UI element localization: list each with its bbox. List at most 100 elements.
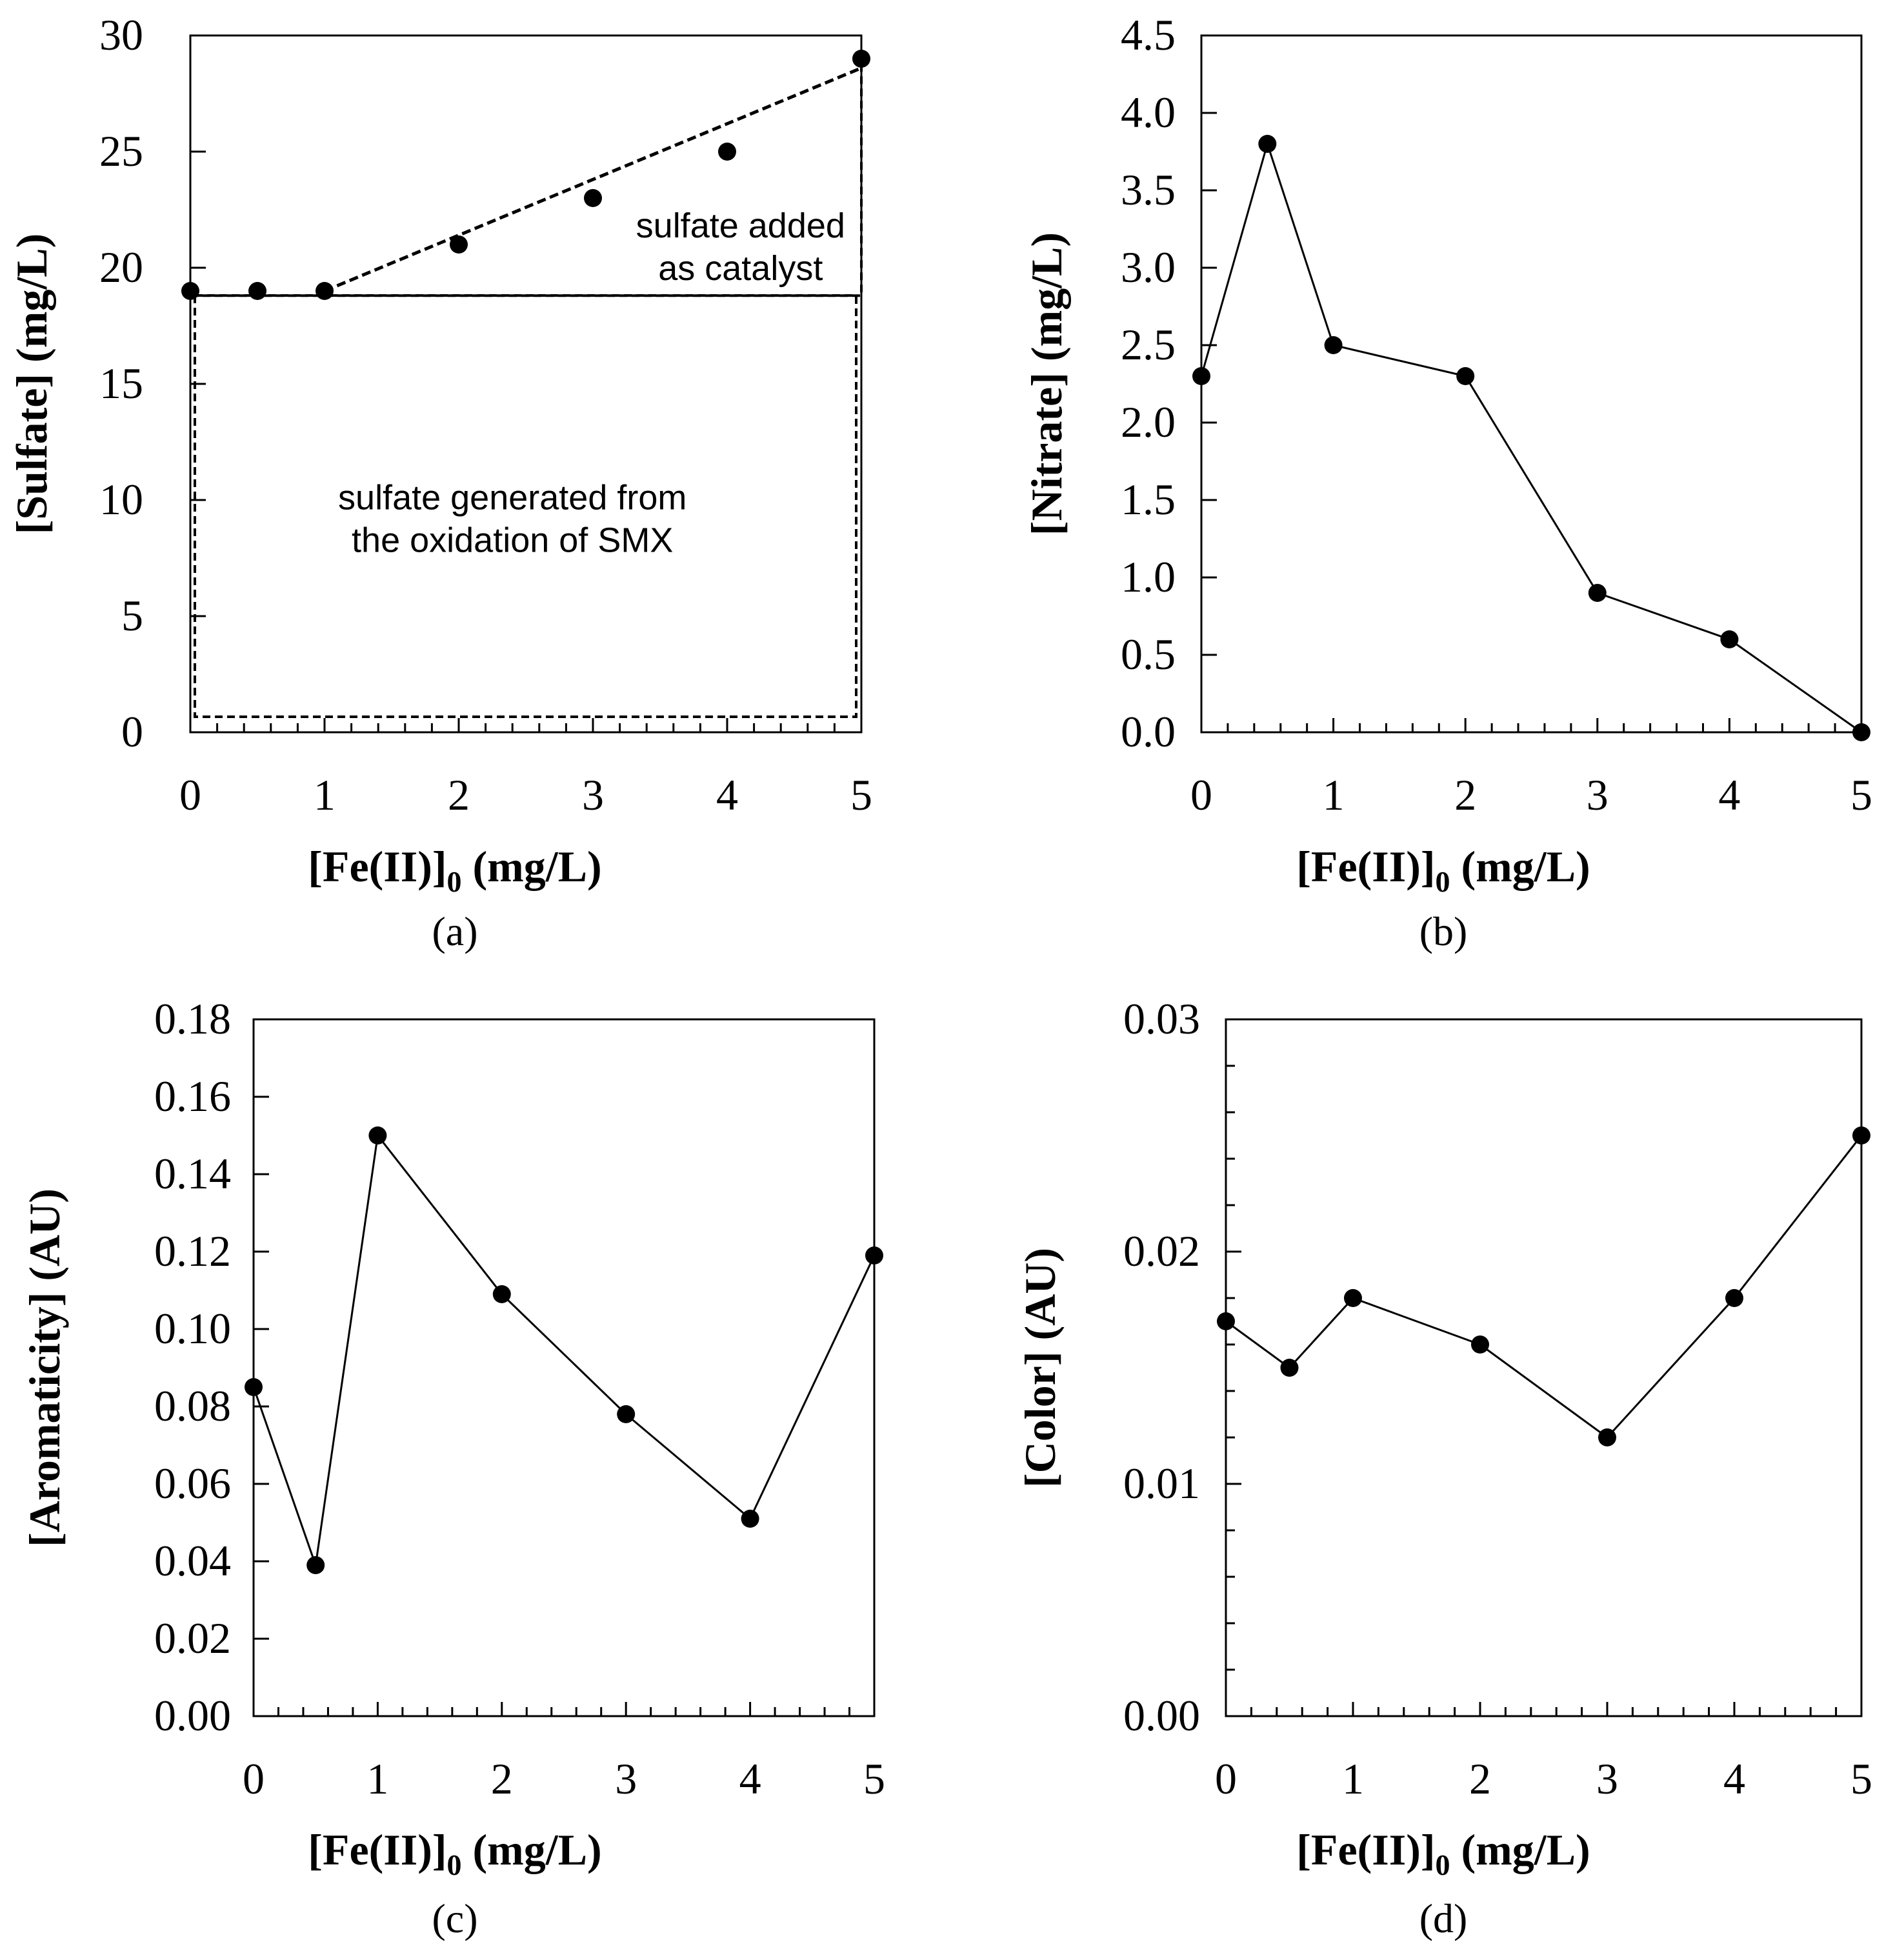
- x-tick-label: 1: [1323, 770, 1345, 819]
- x-tick-label: 5: [1850, 770, 1872, 819]
- annotation-line: as catalyst: [658, 249, 823, 288]
- y-tick-label: 20: [99, 243, 143, 292]
- y-tick-label: 0.04: [154, 1536, 231, 1585]
- annotation-line: sulfate generated from: [338, 478, 686, 517]
- x-tick-label: 2: [448, 770, 470, 819]
- y-tick-label: 1.0: [1121, 552, 1176, 601]
- y-tick-label: 1.5: [1121, 475, 1176, 524]
- generated-region-box: [194, 294, 857, 718]
- trend-line: [324, 66, 862, 293]
- data-point: [181, 282, 199, 300]
- y-axis-title: [Aromaticity] (AU): [20, 1188, 69, 1547]
- y-tick-label: 0.5: [1121, 630, 1176, 679]
- x-tick-label: 2: [491, 1754, 513, 1803]
- y-tick-label: 2.0: [1121, 397, 1176, 446]
- x-axis-title-main: [Fe(II)]: [1296, 1825, 1435, 1874]
- x-tick-label: 4: [1723, 1754, 1745, 1803]
- y-tick-label: 25: [99, 126, 143, 175]
- x-tick-label: 3: [1596, 1754, 1618, 1803]
- data-point: [1344, 1289, 1362, 1307]
- data-point: [1720, 630, 1739, 648]
- y-tick-label: 0: [121, 707, 143, 756]
- x-tick-label: 3: [1587, 770, 1608, 819]
- y-tick-label: 15: [99, 359, 143, 408]
- x-tick-label: 5: [863, 1754, 885, 1803]
- x-tick-label: 5: [850, 770, 872, 819]
- plot-frame: [1200, 34, 1863, 734]
- panel-label: (a): [432, 908, 477, 954]
- x-tick-label: 1: [314, 770, 336, 819]
- x-tick-label: 1: [1342, 1754, 1364, 1803]
- annotation: sulfate generated from the oxidation of S…: [338, 478, 686, 559]
- x-tick-label: 5: [1850, 1754, 1872, 1803]
- data-point: [584, 189, 602, 207]
- catalyst-region-outline: [190, 54, 863, 297]
- y-tick-label: 4.5: [1121, 10, 1176, 59]
- y-tick-label: 0.00: [1123, 1691, 1200, 1740]
- x-axis-title: [Fe(II)]0 (mg/L): [308, 842, 601, 898]
- x-axis-title-unit: (mg/L): [462, 1825, 602, 1874]
- data-point: [1588, 584, 1607, 602]
- panel-c: 0 1 2 3 4 5 0.00 0.02 0.04 0.06 0.08 0.10 0.12 0.14 0.…: [20, 994, 885, 1941]
- data-point: [1456, 367, 1475, 385]
- data-point: [1852, 1126, 1870, 1145]
- data-point: [1725, 1289, 1743, 1307]
- y-tick-label: 0.10: [154, 1304, 231, 1353]
- panel-d: 0 1 2 3 4 5 0.00 0.01 0.02 0.03 [Color] (AU) [Fe(II…: [1016, 994, 1872, 1941]
- data-point: [1217, 1312, 1235, 1330]
- x-axis-title-subscript: 0: [1436, 1848, 1450, 1881]
- x-tick-label: 0: [243, 1754, 265, 1803]
- x-axis-title: [Fe(II)]0 (mg/L): [1296, 1825, 1590, 1881]
- y-tick-label: 0.14: [154, 1149, 231, 1198]
- data-point: [492, 1285, 511, 1303]
- data-point: [306, 1556, 325, 1574]
- y-axis-title: [Sulfate] (mg/L): [7, 234, 56, 534]
- x-axis-title-subscript: 0: [447, 1848, 462, 1881]
- x-tick-label: 4: [1718, 770, 1740, 819]
- annotation: sulfate added as catalyst: [636, 206, 845, 288]
- x-axis-title-subscript: 0: [1436, 865, 1450, 898]
- data-point: [1192, 367, 1210, 385]
- y-tick-label: 4.0: [1121, 88, 1176, 137]
- x-axis-title-subscript: 0: [447, 865, 462, 898]
- y-tick-label: 30: [99, 10, 143, 59]
- data-point: [852, 50, 870, 68]
- panel-label: (b): [1419, 908, 1468, 954]
- y-tick-label: 0.01: [1123, 1459, 1200, 1508]
- x-axis-title: [Fe(II)]0 (mg/L): [1296, 842, 1590, 898]
- y-tick-label: 3.5: [1121, 165, 1176, 214]
- y-axis-title: [Nitrate] (mg/L): [1022, 232, 1071, 535]
- y-tick-label: 0.06: [154, 1459, 231, 1508]
- data-point: [316, 282, 334, 300]
- y-tick-label: 0.00: [154, 1691, 231, 1740]
- x-tick-label: 1: [366, 1754, 388, 1803]
- series-line: [1200, 140, 1862, 734]
- plot-frame: [1225, 1018, 1863, 1717]
- series-line: [252, 1133, 876, 1566]
- x-axis-title-unit: (mg/L): [462, 842, 602, 891]
- data-point: [1598, 1428, 1616, 1446]
- y-tick-label: 0.18: [154, 994, 231, 1043]
- y-tick-label: 2.5: [1121, 320, 1176, 369]
- y-tick-label: 0.0: [1121, 707, 1176, 756]
- y-tick-label: 5: [121, 591, 143, 640]
- data-point: [368, 1126, 387, 1145]
- data-point: [245, 1378, 263, 1396]
- y-tick-label: 0.02: [154, 1614, 231, 1663]
- data-point: [1280, 1359, 1299, 1377]
- plot-frame: [252, 1018, 876, 1717]
- x-tick-label: 2: [1469, 1754, 1491, 1803]
- y-tick-label: 0.12: [154, 1226, 231, 1275]
- data-point: [865, 1246, 883, 1265]
- data-point: [1852, 723, 1870, 741]
- x-axis-title-unit: (mg/L): [1450, 1825, 1590, 1874]
- y-tick-label: 0.02: [1123, 1226, 1200, 1275]
- y-tick-label: 0.03: [1123, 994, 1200, 1043]
- y-tick-label: 0.16: [154, 1072, 231, 1121]
- data-point: [718, 143, 736, 161]
- x-tick-label: 4: [716, 770, 738, 819]
- x-tick-label: 0: [1190, 770, 1212, 819]
- y-tick-label: 3.0: [1121, 243, 1176, 292]
- annotation-line: the oxidation of SMX: [352, 521, 673, 559]
